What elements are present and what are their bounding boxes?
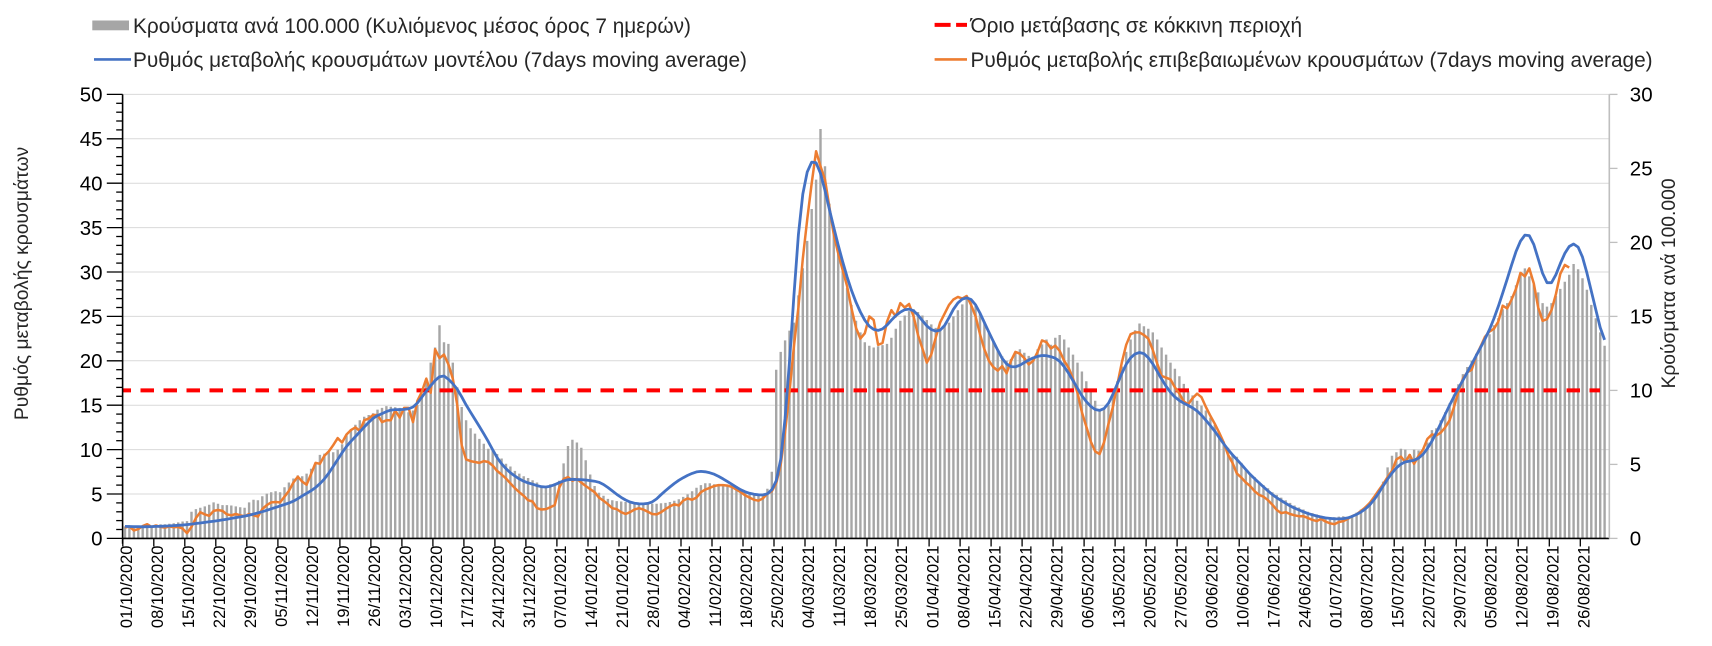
svg-text:25: 25 [1630,158,1653,181]
svg-text:15/04/2021: 15/04/2021 [986,546,1004,629]
svg-text:08/07/2021: 08/07/2021 [1358,546,1376,629]
svg-text:5: 5 [1630,454,1641,477]
svg-text:35: 35 [80,217,103,240]
svg-text:Ρυθμός μεταβολής κρουσμάτων: Ρυθμός μεταβολής κρουσμάτων [12,147,33,420]
svg-text:Ρυθμός μεταβολής κρουσμάτων μο: Ρυθμός μεταβολής κρουσμάτων μοντέλου (7d… [133,49,747,72]
svg-text:11/03/2021: 11/03/2021 [831,546,849,627]
svg-text:18/02/2021: 18/02/2021 [738,546,756,629]
svg-text:15: 15 [80,395,103,418]
svg-text:50: 50 [80,84,103,107]
svg-text:10/12/2020: 10/12/2020 [428,546,446,629]
svg-text:25: 25 [80,306,103,329]
svg-text:29/10/2020: 29/10/2020 [242,546,260,629]
svg-text:17/12/2020: 17/12/2020 [459,546,477,629]
svg-text:31/12/2020: 31/12/2020 [521,546,539,629]
svg-text:20/05/2021: 20/05/2021 [1141,546,1159,629]
svg-text:10/06/2021: 10/06/2021 [1234,546,1252,629]
svg-text:24/12/2020: 24/12/2020 [490,546,508,629]
svg-text:29/04/2021: 29/04/2021 [1048,546,1066,629]
svg-text:03/12/2020: 03/12/2020 [397,546,415,629]
svg-text:21/01/2021: 21/01/2021 [614,546,632,629]
svg-text:15: 15 [1630,306,1653,329]
svg-text:03/06/2021: 03/06/2021 [1203,546,1221,629]
svg-text:12/11/2020: 12/11/2020 [304,546,322,627]
svg-text:Κρούσματα ανά 100.000: Κρούσματα ανά 100.000 [1659,178,1680,388]
svg-text:45: 45 [80,128,103,151]
svg-text:15/07/2021: 15/07/2021 [1389,546,1407,629]
svg-text:01/10/2020: 01/10/2020 [118,546,136,629]
svg-text:20: 20 [1630,232,1653,255]
svg-text:30: 30 [1630,84,1653,107]
svg-text:22/04/2021: 22/04/2021 [1017,546,1035,629]
svg-text:06/05/2021: 06/05/2021 [1079,546,1097,629]
svg-text:10: 10 [80,439,103,462]
svg-text:27/05/2021: 27/05/2021 [1172,546,1190,629]
svg-text:19/08/2021: 19/08/2021 [1545,546,1563,629]
svg-text:25/02/2021: 25/02/2021 [769,546,787,629]
svg-text:17/06/2021: 17/06/2021 [1265,546,1283,629]
svg-text:04/02/2021: 04/02/2021 [676,546,694,629]
svg-text:40: 40 [80,173,103,196]
svg-text:14/01/2021: 14/01/2021 [583,546,601,629]
svg-text:05/11/2020: 05/11/2020 [273,546,291,627]
svg-text:18/03/2021: 18/03/2021 [862,546,880,629]
svg-text:5: 5 [91,483,102,506]
svg-text:10: 10 [1630,380,1653,403]
svg-text:Όριο μετάβασης σε κόκκινη περι: Όριο μετάβασης σε κόκκινη περιοχή [970,15,1303,38]
svg-text:22/10/2020: 22/10/2020 [211,546,229,629]
svg-text:0: 0 [1630,528,1641,551]
svg-text:24/06/2021: 24/06/2021 [1296,546,1314,629]
svg-text:01/07/2021: 01/07/2021 [1327,546,1345,629]
svg-text:11/02/2021: 11/02/2021 [707,546,725,627]
svg-text:0: 0 [91,528,102,551]
svg-text:22/07/2021: 22/07/2021 [1420,546,1438,629]
svg-text:05/08/2021: 05/08/2021 [1482,546,1500,629]
svg-text:26/11/2020: 26/11/2020 [366,546,384,627]
svg-text:19/11/2020: 19/11/2020 [335,546,353,627]
svg-text:Κρούσματα ανά 100.000 (Κυλιόμε: Κρούσματα ανά 100.000 (Κυλιόμενος μέσος … [133,15,691,38]
svg-text:01/04/2021: 01/04/2021 [924,546,942,629]
svg-text:28/01/2021: 28/01/2021 [645,546,663,629]
svg-text:04/03/2021: 04/03/2021 [800,546,818,629]
svg-text:15/10/2020: 15/10/2020 [180,546,198,629]
svg-text:08/10/2020: 08/10/2020 [149,546,167,629]
svg-text:25/03/2021: 25/03/2021 [893,546,911,629]
svg-text:Ρυθμός μεταβολής επιβεβαιωμένω: Ρυθμός μεταβολής επιβεβαιωμένων κρουσμάτ… [971,49,1653,72]
svg-text:29/07/2021: 29/07/2021 [1451,546,1469,629]
svg-text:07/01/2021: 07/01/2021 [552,546,570,629]
svg-text:13/05/2021: 13/05/2021 [1110,546,1128,629]
svg-text:20: 20 [80,350,103,373]
svg-text:08/04/2021: 08/04/2021 [955,546,973,629]
svg-text:30: 30 [80,261,103,284]
svg-text:26/08/2021: 26/08/2021 [1576,546,1594,629]
svg-text:12/08/2021: 12/08/2021 [1514,546,1532,629]
